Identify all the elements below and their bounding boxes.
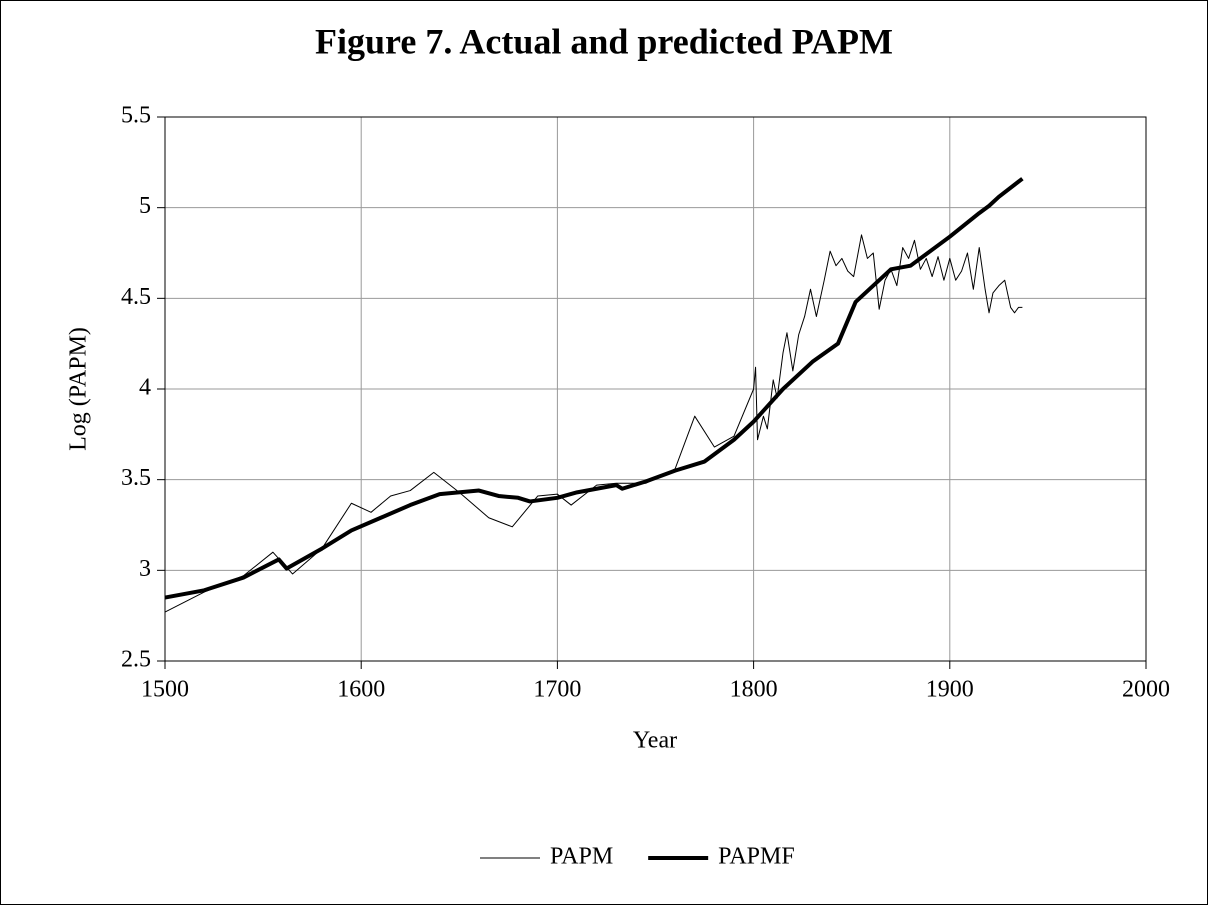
y-tick-label: 4.5: [121, 284, 151, 310]
y-tick-label: 3.5: [121, 465, 151, 491]
series-line: [164, 177, 1024, 600]
x-tick-label: 1900: [926, 677, 974, 703]
legend-label: PAPM: [550, 844, 613, 870]
y-tick-label: 3: [139, 556, 151, 582]
y-tick-label: 5: [139, 193, 151, 219]
y-axis-label: Log (PAPM): [66, 327, 92, 451]
y-tick-label: 5.5: [121, 103, 151, 129]
x-tick-label: 1600: [337, 677, 385, 703]
legend-label: PAPMF: [718, 844, 795, 870]
x-tick-label: 2000: [1122, 677, 1170, 703]
x-tick-label: 1700: [533, 677, 581, 703]
x-tick-label: 1800: [730, 677, 778, 703]
chart-title: Figure 7. Actual and predicted PAPM: [315, 21, 893, 61]
series-line: [164, 234, 1023, 613]
x-tick-label: 1500: [141, 677, 189, 703]
y-tick-label: 2.5: [121, 647, 151, 673]
plot-frame: [164, 116, 1147, 662]
y-tick-label: 4: [139, 375, 151, 401]
x-axis-label: Year: [633, 728, 677, 754]
